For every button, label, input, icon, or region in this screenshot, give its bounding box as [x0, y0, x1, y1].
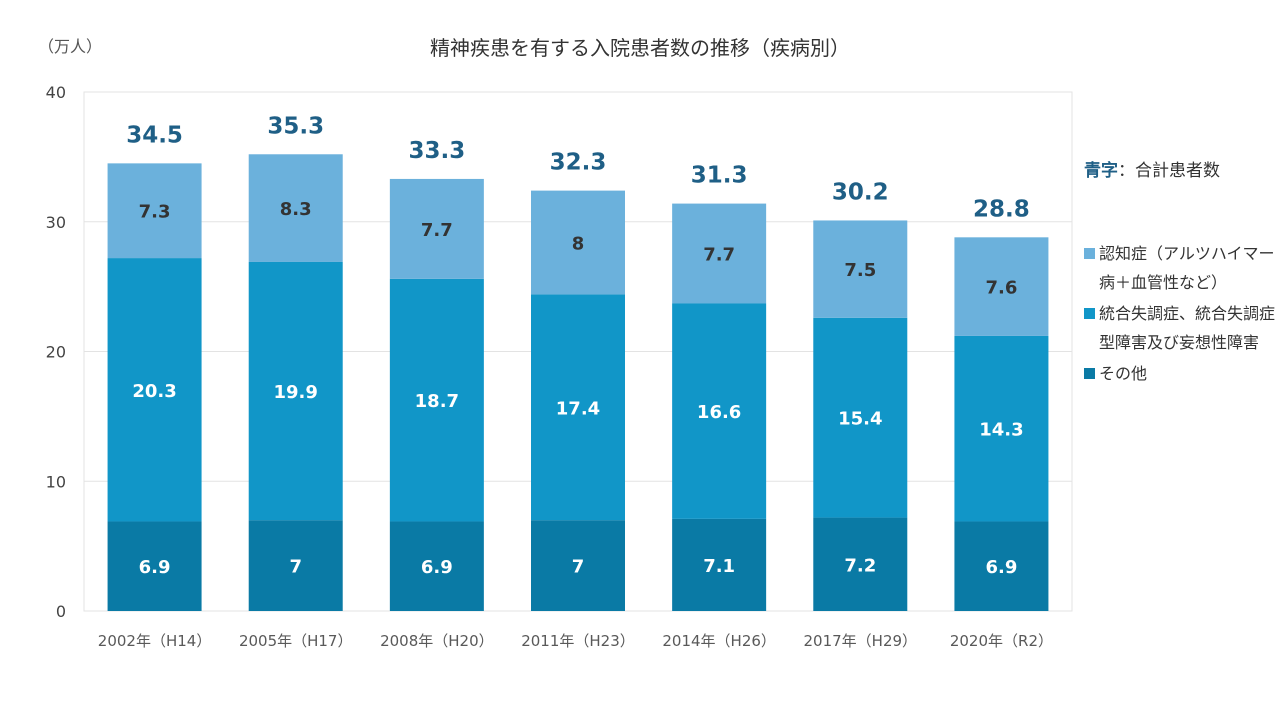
bar-segment: [672, 518, 767, 611]
bar-segment: [389, 178, 484, 279]
bar-segment: [672, 303, 767, 519]
total-value-label: 35.3: [267, 113, 324, 139]
bars: 6.9 20.3 7.3 34.5 7 19.9 8.3 35.3 6.9 18.7 7.7 33.3…: [107, 113, 1049, 611]
bar-segment: [813, 220, 908, 318]
y-tick-label: 30: [46, 213, 66, 232]
bar-segment: [954, 521, 1049, 611]
segment-value-label: 18.7: [415, 391, 459, 412]
total-value-label: 33.3: [408, 138, 465, 164]
bar-segment: [531, 520, 625, 611]
segment-value-label: 14.3: [979, 420, 1023, 441]
segment-value-label: 8: [572, 234, 585, 255]
legend-note: 青字：合計患者数: [1084, 156, 1280, 181]
bar-segment: [531, 190, 625, 295]
bar-segment: [672, 203, 767, 304]
bar-segment: [813, 317, 908, 518]
segment-value-label: 7.1: [703, 556, 735, 577]
segment-value-label: 19.9: [274, 382, 318, 403]
segment-value-label: 8.3: [280, 199, 312, 220]
x-tick-label: 2011年（H23）: [521, 632, 635, 650]
segment-value-label: 7.2: [844, 555, 876, 576]
y-axis-ticks: 0 10 20 30 40: [46, 83, 66, 621]
bar-segment: [531, 294, 625, 521]
segment-value-label: 17.4: [556, 398, 600, 419]
legend-item-schizophrenia: 統合失調症、統合失調症型障害及び妄想性障害: [1084, 299, 1280, 357]
segment-value-label: 7.7: [703, 245, 735, 266]
x-tick-label: 2005年（H17）: [239, 632, 353, 650]
segment-value-label: 20.3: [132, 381, 176, 402]
x-tick-label: 2020年（R2）: [950, 632, 1053, 650]
y-axis-unit: （万人）: [38, 37, 102, 56]
segment-value-label: 15.4: [838, 409, 882, 430]
bar-segment: [954, 335, 1049, 522]
segment-value-label: 16.6: [697, 402, 741, 423]
legend-item-dementia: 認知症（アルツハイマー病＋血管性など）: [1084, 239, 1280, 297]
x-axis-ticks: 2002年（H14） 2005年（H17） 2008年（H20） 2011年（H23）…: [98, 632, 1053, 650]
legend-label-schizophrenia: 統合失調症、統合失調症型障害及び妄想性障害: [1099, 304, 1276, 352]
legend: 青字：合計患者数 認知症（アルツハイマー病＋血管性など） 統合失調症、統合失調症…: [1084, 156, 1280, 390]
total-value-label: 32.3: [550, 150, 607, 176]
bar-segment: [107, 258, 202, 522]
segment-value-label: 7.3: [139, 202, 171, 223]
x-tick-label: 2014年（H26）: [662, 632, 776, 650]
legend-swatch-other: [1084, 368, 1095, 379]
y-tick-label: 10: [46, 472, 66, 491]
legend-swatch-schizophrenia: [1084, 308, 1095, 319]
x-tick-label: 2017年（H29）: [804, 632, 918, 650]
bar-segment: [813, 517, 908, 611]
segment-value-label: 6.9: [421, 557, 453, 578]
bar-segment: [248, 520, 343, 611]
bar-segment: [389, 521, 484, 611]
bar-segment: [107, 521, 202, 611]
segment-value-label: 7: [289, 557, 302, 578]
bar-segment: [248, 261, 343, 521]
total-value-label: 34.5: [126, 122, 183, 148]
y-tick-label: 0: [56, 602, 66, 621]
segment-value-label: 6.9: [139, 557, 171, 578]
legend-swatch-dementia: [1084, 248, 1095, 259]
total-value-label: 30.2: [832, 179, 889, 205]
legend-note-text: ：合計患者数: [1118, 161, 1220, 181]
x-tick-label: 2002年（H14）: [98, 632, 212, 650]
legend-label-dementia: 認知症（アルツハイマー病＋血管性など）: [1099, 244, 1275, 292]
segment-value-label: 7.6: [985, 278, 1017, 299]
bar-segment: [389, 278, 484, 522]
segment-value-label: 7.7: [421, 220, 453, 241]
total-value-label: 28.8: [973, 196, 1030, 222]
y-tick-label: 40: [46, 83, 66, 102]
bar-segment: [954, 237, 1049, 336]
y-tick-label: 20: [46, 343, 66, 362]
segment-value-label: 6.9: [985, 557, 1017, 578]
chart-title: 精神疾患を有する入院患者数の推移（疾病別）: [430, 36, 850, 60]
bar-segment: [248, 154, 343, 262]
legend-item-other: その他: [1084, 359, 1280, 388]
segment-value-label: 7: [572, 557, 585, 578]
x-tick-label: 2008年（H20）: [380, 632, 494, 650]
total-value-label: 31.3: [691, 163, 748, 189]
legend-label-other: その他: [1099, 364, 1148, 383]
legend-note-key: 青字: [1084, 161, 1118, 181]
segment-value-label: 7.5: [844, 260, 876, 281]
bar-segment: [107, 163, 202, 259]
